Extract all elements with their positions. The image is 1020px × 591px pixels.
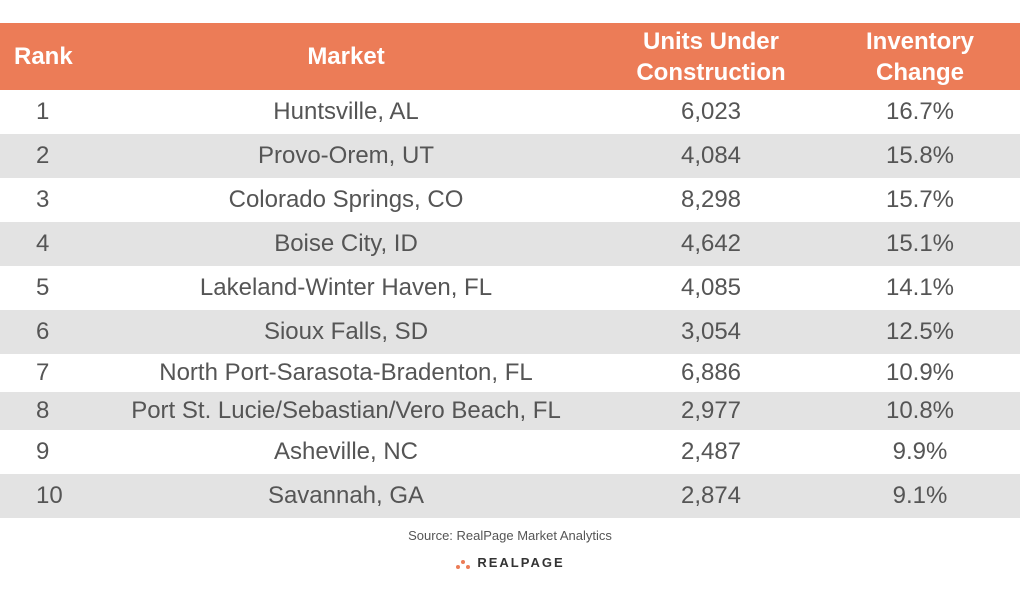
cell-units: 2,977 xyxy=(680,397,742,424)
cell-market: Port St. Lucie/Sebastian/Vero Beach, FL xyxy=(131,397,561,424)
cell-change: 12.5% xyxy=(885,318,955,345)
cell-change: 15.8% xyxy=(885,142,955,169)
ranking-table-container: Rank Market Units Under Construction Inv… xyxy=(0,23,1020,518)
cell-rank: 2 xyxy=(36,142,50,169)
table-row: 3 Colorado Springs, CO 8,298 15.7% xyxy=(0,178,1020,222)
cell-change: 10.8% xyxy=(885,397,955,424)
realpage-dots-icon xyxy=(456,559,471,569)
cell-change: 10.9% xyxy=(885,359,955,386)
cell-change: 9.9% xyxy=(892,438,948,465)
cell-change: 16.7% xyxy=(885,98,955,125)
table-row: 1 Huntsville, AL 6,023 16.7% xyxy=(0,90,1020,134)
cell-units: 3,054 xyxy=(680,318,742,345)
table-row: 5 Lakeland-Winter Haven, FL 4,085 14.1% xyxy=(0,266,1020,310)
cell-market: Lakeland-Winter Haven, FL xyxy=(199,274,493,301)
cell-market: Provo-Orem, UT xyxy=(257,142,434,169)
table-row: 2 Provo-Orem, UT 4,084 15.8% xyxy=(0,134,1020,178)
header-change-line1: Inventory xyxy=(865,27,975,55)
cell-rank: 4 xyxy=(36,230,50,257)
cell-change: 15.7% xyxy=(885,186,955,213)
cell-market: Boise City, ID xyxy=(274,230,418,257)
cell-change: 9.1% xyxy=(892,482,948,509)
ranking-table: Rank Market Units Under Construction Inv… xyxy=(0,23,1020,518)
cell-units: 2,874 xyxy=(680,482,742,509)
cell-rank: 10 xyxy=(36,482,63,509)
header-units: Units Under Construction xyxy=(602,23,820,90)
source-note: Source: RealPage Market Analytics xyxy=(408,528,612,543)
cell-market: Huntsville, AL xyxy=(273,98,419,125)
header-change: Inventory Change xyxy=(820,23,1020,90)
cell-market: Colorado Springs, CO xyxy=(228,186,464,213)
cell-market: Sioux Falls, SD xyxy=(263,318,429,345)
cell-units: 4,084 xyxy=(680,142,742,169)
cell-rank: 1 xyxy=(36,98,50,125)
brand-footer: REALPAGE xyxy=(0,555,1020,575)
cell-change: 15.1% xyxy=(885,230,955,257)
cell-rank: 7 xyxy=(36,359,50,386)
cell-units: 6,886 xyxy=(680,359,742,386)
cell-market: North Port-Sarasota-Bradenton, FL xyxy=(159,359,533,386)
cell-change: 14.1% xyxy=(885,274,955,301)
header-market: Market xyxy=(307,43,385,70)
cell-rank: 9 xyxy=(36,438,50,465)
header-units-line1: Units Under xyxy=(642,27,779,55)
table-row: 10 Savannah, GA 2,874 9.1% xyxy=(0,474,1020,518)
table-row: 6 Sioux Falls, SD 3,054 12.5% xyxy=(0,310,1020,354)
cell-rank: 8 xyxy=(36,397,50,424)
header-rank: Rank xyxy=(14,43,73,70)
header-change-line2: Change xyxy=(875,58,964,86)
cell-units: 6,023 xyxy=(680,98,742,125)
cell-units: 8,298 xyxy=(680,186,742,213)
cell-units: 2,487 xyxy=(680,438,742,465)
cell-units: 4,642 xyxy=(680,230,742,257)
table-row: 9 Asheville, NC 2,487 9.9% xyxy=(0,430,1020,474)
table-row: 8 Port St. Lucie/Sebastian/Vero Beach, F… xyxy=(0,392,1020,430)
cell-rank: 3 xyxy=(36,186,50,213)
cell-units: 4,085 xyxy=(680,274,742,301)
table-header-row: Rank Market Units Under Construction Inv… xyxy=(0,23,1020,90)
cell-market: Savannah, GA xyxy=(267,482,425,509)
table-row: 7 North Port-Sarasota-Bradenton, FL 6,88… xyxy=(0,354,1020,392)
cell-rank: 6 xyxy=(36,318,50,345)
cell-rank: 5 xyxy=(36,274,50,301)
cell-market: Asheville, NC xyxy=(273,438,419,465)
brand-logo: REALPAGE xyxy=(455,555,564,570)
header-units-line2: Construction xyxy=(636,58,786,86)
table-row: 4 Boise City, ID 4,642 15.1% xyxy=(0,222,1020,266)
brand-wordmark: REALPAGE xyxy=(477,555,565,570)
